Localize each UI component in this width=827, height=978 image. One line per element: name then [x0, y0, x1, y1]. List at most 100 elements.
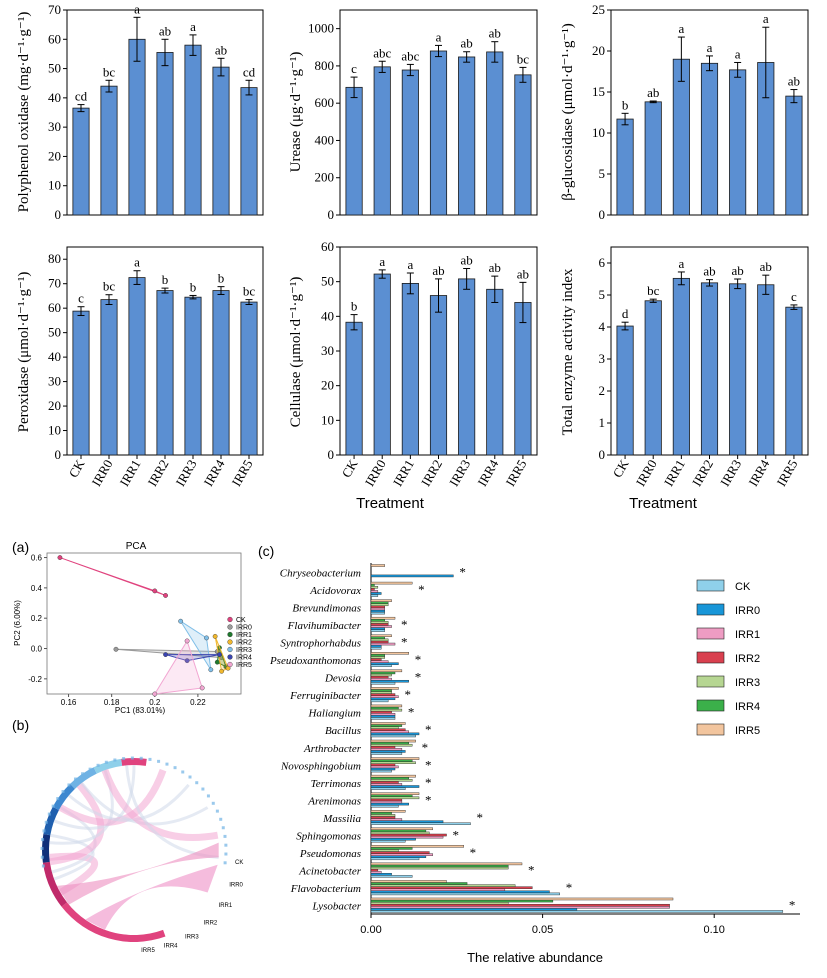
bar-irr5	[240, 87, 258, 216]
bar-irr5	[514, 302, 532, 456]
bar-ck	[616, 118, 634, 216]
y-axis-label: Cellulase (μmol·d⁻¹·g⁻¹)	[288, 277, 304, 428]
bar-irr5	[370, 827, 433, 831]
bar-irr4	[370, 636, 385, 640]
significance-letter: ab	[461, 252, 473, 267]
bar-irr5	[370, 581, 413, 585]
significance-letter: ab	[788, 74, 800, 89]
x-tick-label: IRR3	[446, 457, 473, 489]
y-tick-label: 0	[328, 207, 335, 222]
bar-irr0	[644, 300, 662, 456]
taxon-label: Chryseobacterium	[280, 567, 361, 579]
significance-star: *	[459, 564, 466, 579]
bar-irr4	[370, 829, 427, 833]
chord-taxon-block	[51, 804, 55, 808]
significance-letter: a	[436, 29, 442, 44]
chord-taxon-block	[41, 838, 45, 842]
bar-irr5	[785, 306, 803, 456]
bar-irr5	[370, 634, 392, 637]
y-tick-label: 80	[48, 251, 61, 266]
significance-star: *	[453, 828, 460, 843]
legend-swatch	[696, 627, 725, 640]
significance-star: *	[401, 617, 408, 632]
x-tick-label: IRR5	[229, 457, 256, 489]
chord-series-label: IRR3	[185, 934, 199, 940]
bar-irr3	[729, 69, 747, 216]
pca-point-irr3	[178, 618, 184, 624]
bar-irr4	[370, 741, 409, 745]
y-tick-label: 10	[321, 412, 334, 427]
y-tick-label: 0.2	[31, 614, 43, 623]
bar-irr1	[370, 677, 392, 681]
bar-ck	[370, 840, 406, 843]
bar-irr3	[370, 638, 389, 642]
significance-letter: bc	[103, 64, 116, 79]
x-tick-label: IRR2	[689, 457, 716, 489]
chord-taxon-block	[224, 852, 228, 856]
significance-letter: bc	[517, 51, 530, 66]
chord-taxon-block	[44, 820, 48, 824]
bar-irr2	[370, 710, 392, 714]
significance-star: *	[425, 792, 432, 807]
bar-ck	[370, 664, 392, 668]
significance-letter: a	[735, 46, 741, 61]
bar-irr0	[370, 873, 392, 876]
pca-hull-irr5	[153, 639, 203, 695]
significance-star: *	[477, 810, 484, 825]
taxon-label: Acidovorax	[309, 585, 361, 597]
y-tick-label: 60	[321, 239, 334, 254]
taxon-label: Arthrobacter	[303, 743, 362, 755]
chord-taxon-block	[221, 826, 225, 830]
bar-irr1	[370, 625, 392, 628]
legend-label: IRR2	[735, 653, 760, 665]
bar-irr4	[370, 882, 468, 885]
pca-point-irr2	[219, 668, 225, 674]
legend-swatch	[696, 675, 725, 688]
bar-irr2	[370, 693, 396, 696]
significance-letter: bc	[243, 284, 256, 299]
bar-ck	[370, 892, 560, 896]
chord-taxon-block	[157, 759, 161, 763]
significance-letter: ab	[489, 260, 501, 275]
y-tick-label: 0	[55, 447, 62, 462]
significance-letter: a	[379, 254, 385, 269]
bar-irr1	[370, 765, 399, 769]
bar-irr5	[370, 687, 399, 690]
bar-irr1	[370, 783, 403, 786]
chord-series-label: IRR2	[204, 921, 218, 927]
pca-y-label: PC2 (6.00%)	[13, 600, 22, 646]
y-tick-label: 10	[48, 423, 61, 438]
bar-ck	[370, 699, 389, 703]
bar-irr0	[370, 750, 406, 753]
y-tick-label: 3	[599, 351, 606, 366]
significance-star: *	[401, 634, 408, 649]
x-tick-label: IRR4	[474, 457, 501, 489]
bar-irr4	[370, 776, 409, 780]
abundance-plot-area: 0.00 0.05 0.10 Chryseobacterium * Acidovorax *…	[269, 563, 800, 936]
pca-point-irr4	[217, 652, 222, 657]
bar-irr0	[370, 697, 396, 701]
x-tick-label: 0.05	[532, 924, 553, 936]
bar-irr5	[370, 757, 420, 760]
bar-ck	[370, 734, 416, 738]
bar-irr0	[370, 820, 444, 823]
x-tick-label: IRR1	[117, 457, 144, 489]
chord-taxon-block	[56, 797, 60, 801]
x-tick-label: CK	[610, 456, 632, 480]
chord-taxon-block	[73, 777, 77, 781]
significance-letter: b	[162, 272, 169, 287]
pca-point-irr5	[152, 691, 158, 697]
y-tick-label: 15	[592, 84, 605, 99]
bar-irr5	[370, 599, 392, 602]
bar-irr2	[370, 658, 382, 661]
y-tick-label: 30	[321, 343, 334, 358]
y-tick-label: 40	[321, 308, 334, 323]
y-axis-label: Polyphenol oxidase (mg·d⁻¹·g⁻¹)	[16, 12, 32, 213]
bar-irr3	[370, 761, 416, 764]
y-tick-label: 0.0	[31, 645, 43, 654]
significance-letter: a	[763, 11, 769, 26]
significance-star: *	[415, 652, 422, 667]
chord-ribbon	[50, 833, 95, 881]
significance-star: *	[566, 880, 573, 895]
bar-irr2	[370, 588, 375, 591]
